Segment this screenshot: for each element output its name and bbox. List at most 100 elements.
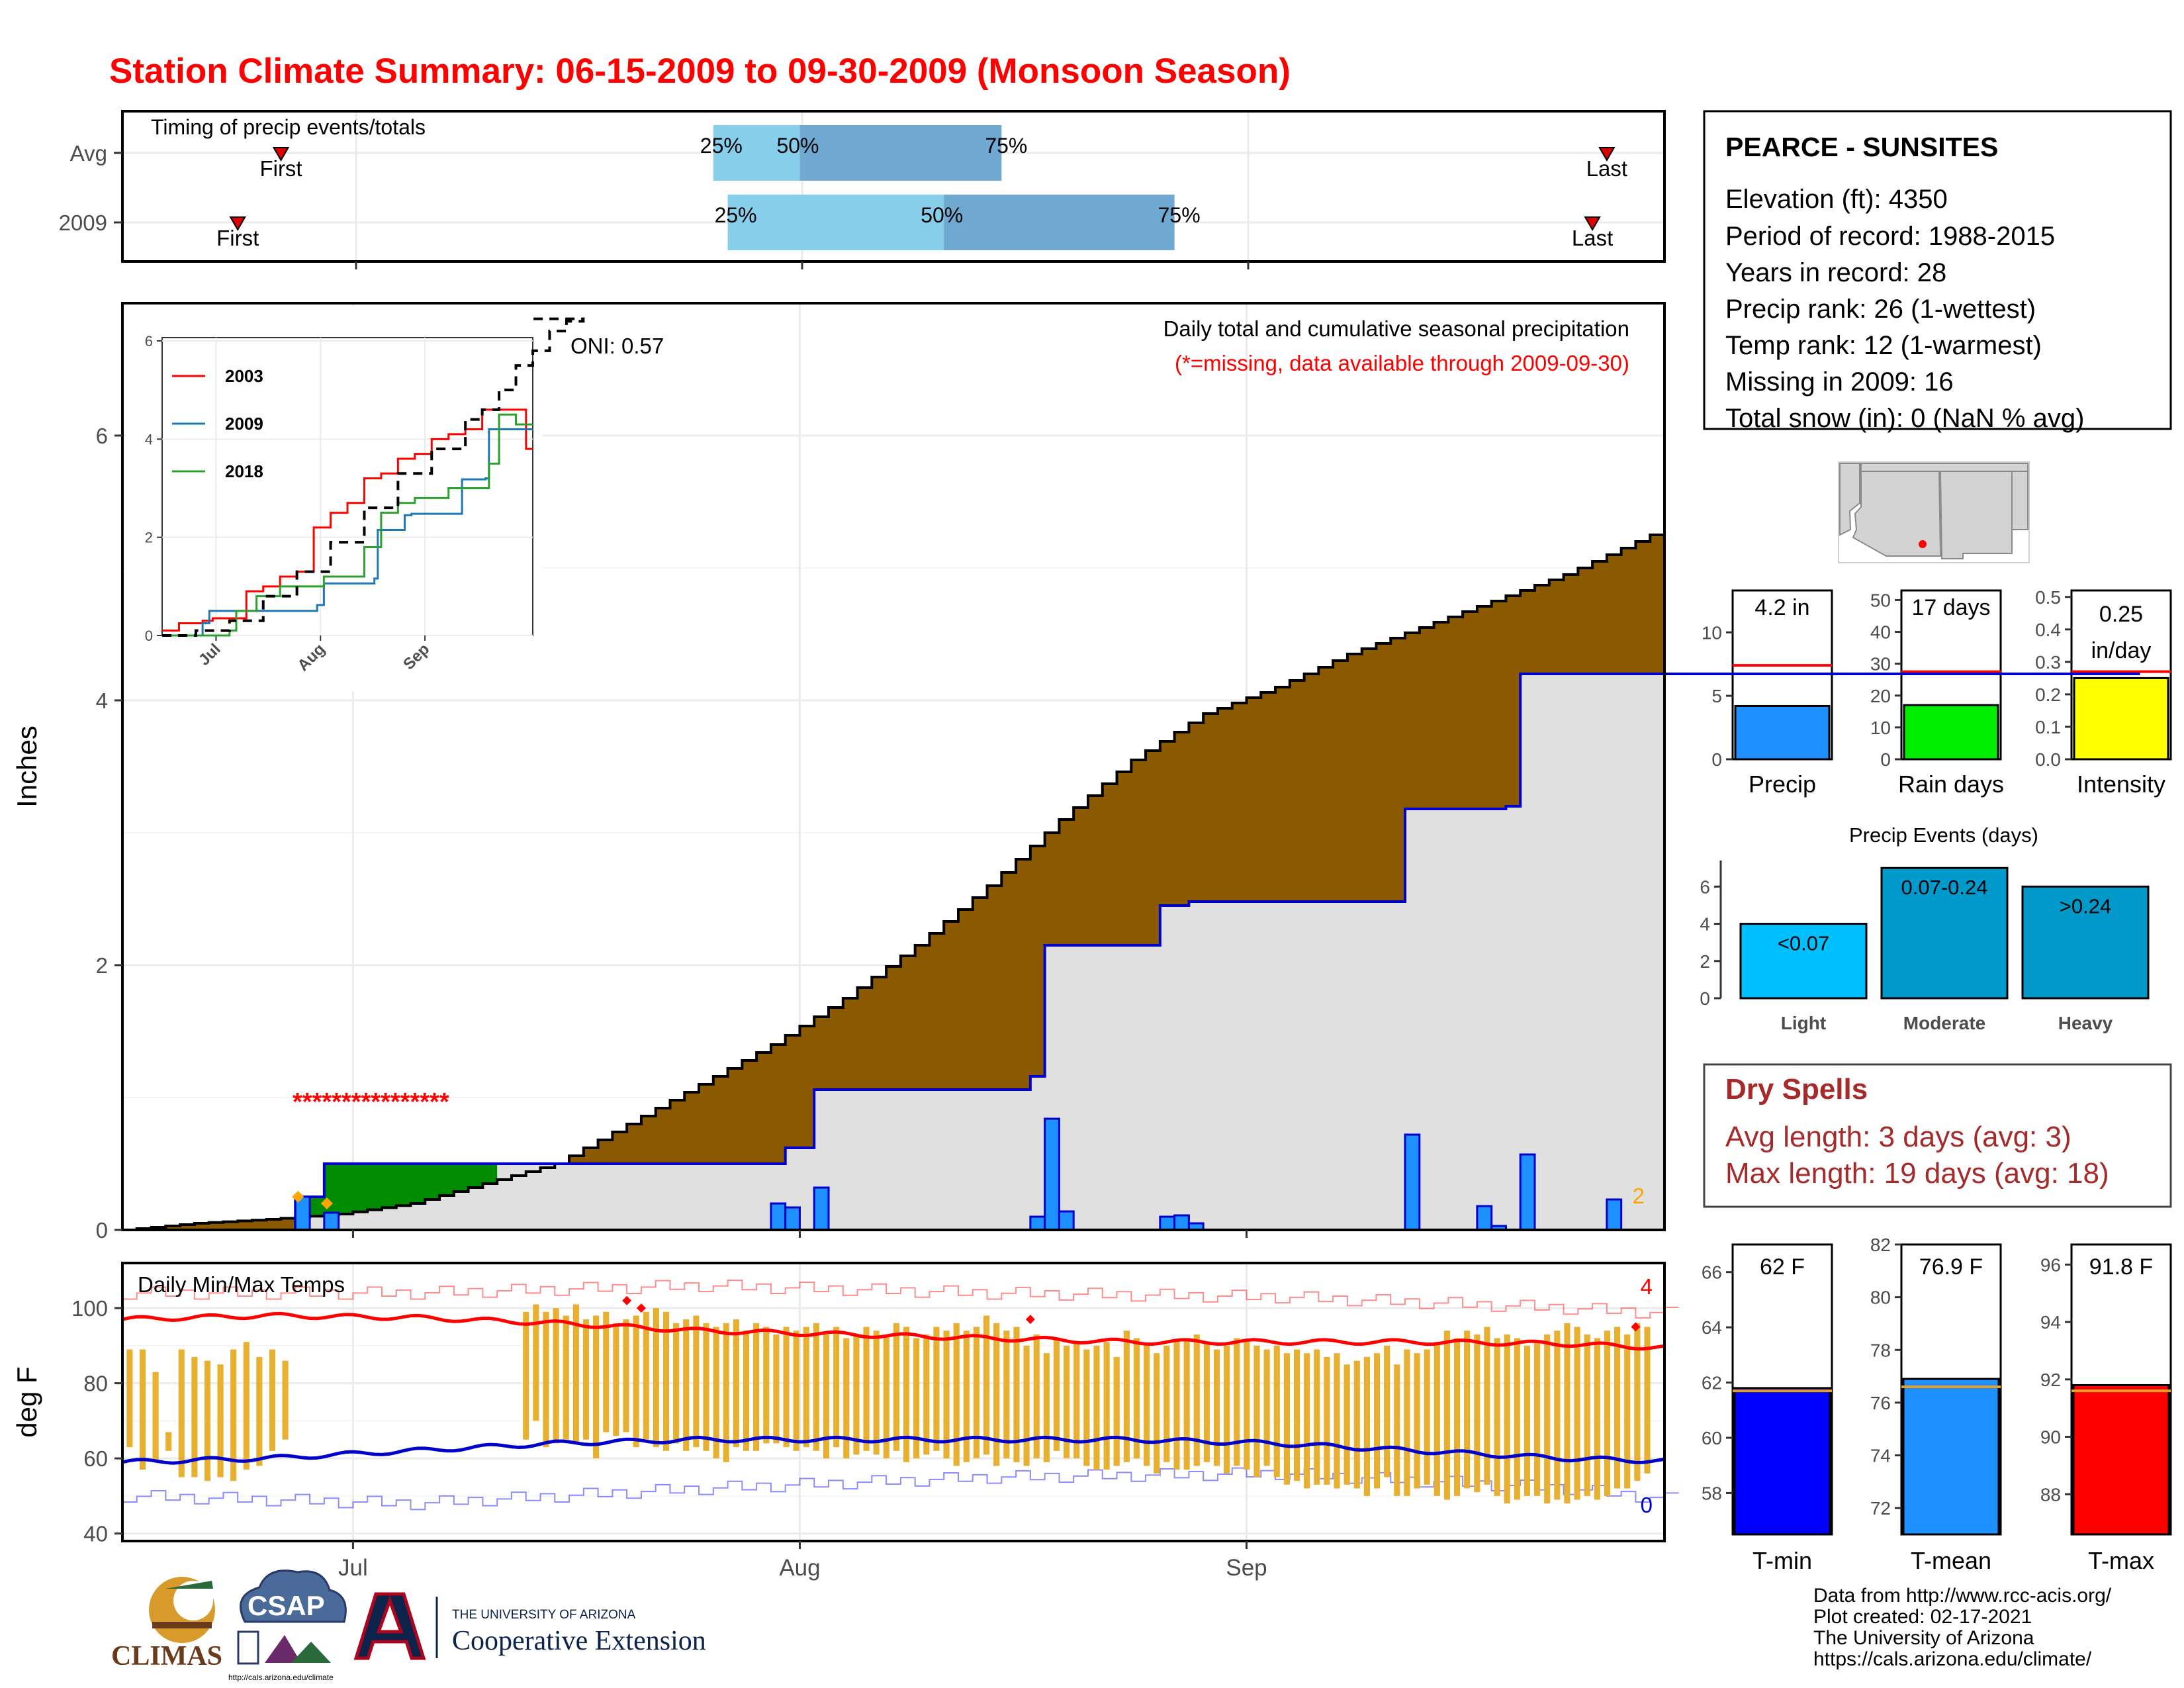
daily-precip-bar [1044, 1117, 1060, 1231]
station-elevation: Elevation (ft): 4350 [1725, 185, 1948, 214]
daily-temp-bar [1394, 1364, 1400, 1496]
inset-frame [161, 337, 533, 636]
daily-temp-bar [703, 1323, 709, 1451]
stat-y-tick-label: 10 [1702, 622, 1722, 643]
temp-stat-y-tick-label: 88 [2040, 1484, 2061, 1505]
month-tick-label: Aug [779, 1555, 820, 1581]
daily-precip-bar [1476, 1205, 1493, 1231]
temps-y-tick-label: 100 [71, 1296, 108, 1321]
temp-stat-y-tick-label: 78 [1870, 1340, 1891, 1360]
daily-temp-bar [1414, 1353, 1420, 1489]
daily-temp-bar [1353, 1360, 1360, 1489]
station-name: PEARCE - SUNSITES [1725, 132, 1998, 162]
daily-temp-bar [1574, 1327, 1580, 1500]
temp-stat-y-tick-label: 94 [2040, 1312, 2061, 1333]
stat-y-tick-label: 50 [1870, 590, 1891, 610]
precip-y-tick-label: 2 [96, 953, 108, 978]
daily-temp-bar [1133, 1338, 1140, 1459]
daily-temp-bar [823, 1334, 830, 1459]
temp-stat-y-tick-label: 74 [1870, 1446, 1891, 1466]
timing-rows: 25% 50% 75% First Last 25% 50% 75% First Last [216, 125, 1627, 250]
month-tick-label: Sep [1226, 1555, 1267, 1581]
timing-bar-q50-q75 [944, 195, 1175, 250]
daily-temp-bar [1443, 1331, 1451, 1500]
tmax-avg-line [122, 1311, 1665, 1351]
events-bar-label: 0.07-0.24 [1901, 876, 1988, 899]
temps-panel-frame [121, 1262, 1666, 1542]
daily-temp-bar [1614, 1327, 1621, 1489]
daily-precip-bar [1519, 1153, 1536, 1231]
inset-y-tick-label: 2 [145, 530, 153, 546]
page-title: Station Climate Summary: 06-15-2009 to 0… [109, 52, 1291, 91]
daily-temp-bar [913, 1338, 920, 1459]
timing-title: Timing of precip events/totals [151, 115, 426, 139]
temp-stat-value-label: 91.8 F [2089, 1254, 2153, 1280]
timing-first-label: First [216, 226, 259, 250]
daily-temp-bar [1384, 1345, 1390, 1477]
daily-temp-bar [863, 1327, 870, 1451]
timing-p75-label: 75% [1158, 203, 1201, 227]
temp-stat-value-label: 62 F [1760, 1254, 1805, 1280]
daily-temp-bar [217, 1364, 224, 1477]
daily-temp-bar [1154, 1353, 1160, 1474]
timing-p50-label: 50% [776, 134, 819, 158]
timing-first-marker [272, 147, 290, 162]
stat-value-bar [2073, 677, 2169, 761]
daily-temp-bar [1564, 1323, 1570, 1504]
stat-y-tick-label: 0 [1880, 749, 1891, 770]
dry-spells-title: Dry Spells [1725, 1073, 1868, 1105]
daily-temp-bar [773, 1334, 780, 1444]
timing-last-label: Last [1572, 226, 1613, 250]
climas-logo-mark [152, 1622, 212, 1628]
temp-stat-category-label: T-mean [1911, 1547, 1991, 1574]
stat-y-tick-label: 0.4 [2035, 620, 2061, 640]
daily-temp-bar [1544, 1334, 1551, 1504]
daily-temp-bar [1073, 1342, 1080, 1459]
daily-temp-bar [1314, 1349, 1320, 1485]
timing-bar-q25-q50 [713, 125, 800, 181]
daily-temp-bar [1304, 1353, 1310, 1489]
events-category-label: Heavy [2058, 1013, 2113, 1033]
station-location-marker [1919, 540, 1927, 548]
daily-temp-bar [543, 1311, 549, 1448]
station-box-frame [1703, 110, 2172, 430]
daily-temp-bar [533, 1304, 539, 1421]
timing-last-marker [1598, 147, 1615, 162]
daily-temp-bar [230, 1349, 237, 1481]
daily-temp-bar [753, 1323, 760, 1451]
precip-events-panel: Precip Events (days) 0 2 4 6 <0.07 Light 0.07-… [1700, 823, 2150, 1033]
stat-y-tick-label: 0.1 [2035, 717, 2061, 737]
daily-temp-bar [572, 1304, 579, 1444]
daily-temp-bar [178, 1349, 185, 1477]
dry-spells-box: Dry Spells Avg length: 3 days (avg: 3) M… [1703, 1063, 2172, 1208]
record-high-marker [1025, 1315, 1035, 1325]
temps-gridlines [122, 1263, 1664, 1541]
daily-temp-bar [243, 1342, 250, 1470]
daily-temp-bar [1293, 1349, 1300, 1481]
timing-bar-q50-q75 [799, 125, 1002, 181]
daily-temp-bar [1083, 1349, 1090, 1466]
inset-legend-label: 2018 [225, 461, 263, 481]
daily-temp-bar [1464, 1331, 1471, 1489]
daily-temp-bar [1634, 1323, 1641, 1481]
daily-temp-bar [126, 1349, 133, 1448]
map-states [1839, 463, 1860, 536]
daily-temp-bar [191, 1356, 198, 1477]
temp-bars: 58 60 62 64 66 62 F T-min 72 74 76 78 80 82 76.9 F T-m… [1702, 1235, 2172, 1574]
daily-temp-bar [783, 1327, 790, 1448]
daily-temp-bar [1514, 1338, 1520, 1500]
locator-map [1838, 461, 2030, 563]
map-new-mexico [1939, 471, 2013, 559]
actual-cumulative-area [122, 674, 2140, 1230]
tmin-avg-line [122, 1435, 1665, 1465]
cumulative-2009-line [122, 673, 2140, 1231]
daily-temp-bar [833, 1327, 840, 1448]
daily-temp-bar [1023, 1345, 1030, 1466]
daily-temp-bar [923, 1334, 930, 1455]
inset-series-line [162, 428, 533, 637]
stat-y-tick-label: 30 [1870, 654, 1891, 675]
temp-stat-bar [1733, 1387, 1831, 1536]
daily-precip-bar [1058, 1210, 1075, 1231]
daily-temp-bar [1334, 1353, 1340, 1489]
